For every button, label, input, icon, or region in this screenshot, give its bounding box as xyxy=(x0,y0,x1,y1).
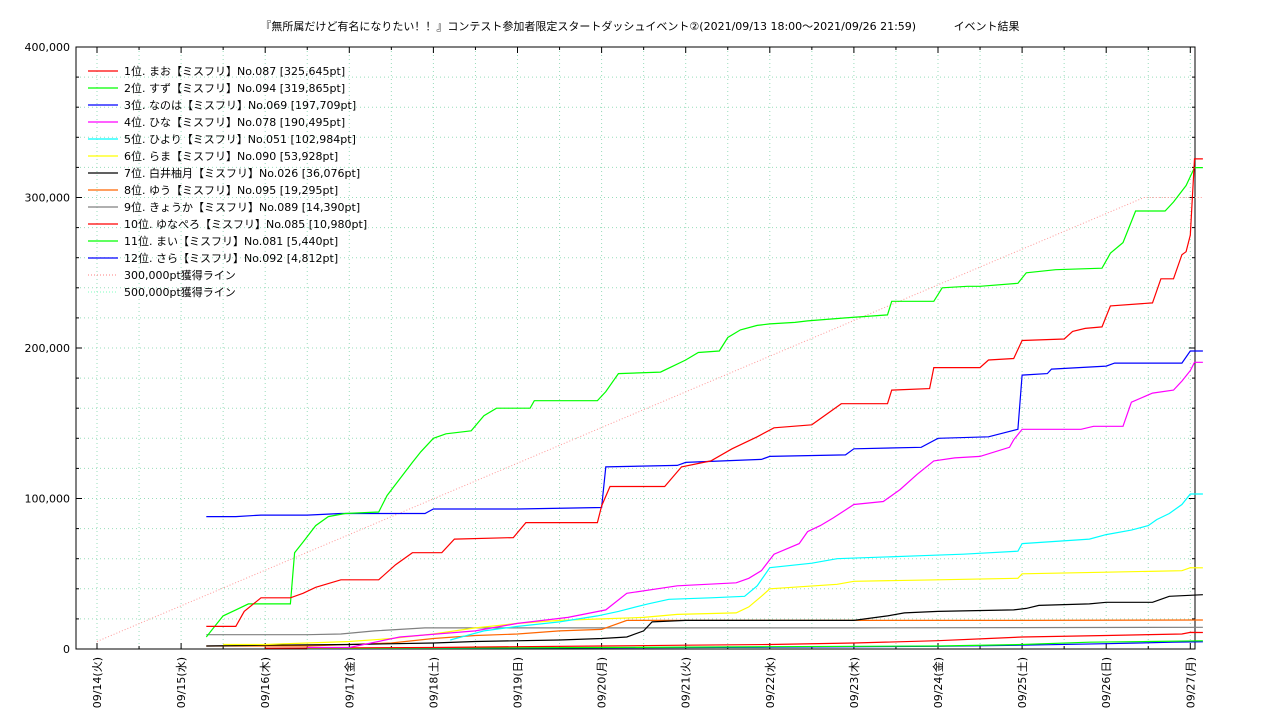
legend-label: 8位. ゆう【ミスフリ】No.095 [19,295pt] xyxy=(124,183,338,197)
legend-label: 3位. なのは【ミスフリ】No.069 [197,709pt] xyxy=(124,98,356,112)
x-tick-label: 09/14(火) xyxy=(91,657,104,708)
series-line-2 xyxy=(205,167,1203,638)
x-tick-label: 09/16(木) xyxy=(259,657,272,708)
legend-label: 2位. すず【ミスフリ】No.094 [319,865pt] xyxy=(124,81,345,95)
legend: 1位. まお【ミスフリ】No.087 [325,645pt] 2位. すず【ミスフ… xyxy=(88,64,367,299)
x-tick-label: 09/22(水) xyxy=(764,657,777,708)
series-line-7 xyxy=(206,594,1203,647)
series-line-10 xyxy=(265,631,1203,649)
legend-label: 500,000pt獲得ライン xyxy=(124,286,236,299)
series-line-3 xyxy=(206,350,1203,518)
legend-label: 1位. まお【ミスフリ】No.087 [325,645pt] xyxy=(124,64,345,78)
x-tick-label: 09/24(金) xyxy=(931,657,945,708)
y-tick-label: 0 xyxy=(63,643,70,656)
series-line-4 xyxy=(307,361,1203,649)
x-tick-label: 09/27(月) xyxy=(1184,657,1197,708)
x-tick-label: 09/20(月) xyxy=(596,657,609,708)
x-tick-label: 09/25(土) xyxy=(1016,657,1029,708)
x-tick-label: 09/26(日) xyxy=(1100,657,1113,708)
series-line-13 xyxy=(96,197,1203,642)
legend-label: 4位. ひな【ミスフリ】No.078 [190,495pt] xyxy=(124,115,345,129)
x-tick-label: 09/15(水) xyxy=(175,657,188,708)
legend-label: 5位. ひより【ミスフリ】No.051 [102,984pt] xyxy=(124,132,356,146)
legend-label: 12位. さら【ミスフリ】No.092 [4,812pt] xyxy=(124,251,338,265)
x-tick-label: 09/18(土) xyxy=(427,657,440,708)
legend-label: 7位. 白井柚月【ミスフリ】No.026 [36,076pt] xyxy=(124,166,360,180)
legend-label: 10位. ゆなぺろ【ミスフリ】No.085 [10,980pt] xyxy=(124,217,367,231)
chart-title-main: 『無所属だけど有名になりたい！！』コンテスト参加者限定スタートダッシュイベント②… xyxy=(260,19,916,33)
series-line-11 xyxy=(307,640,1203,650)
x-tick-label: 09/21(火) xyxy=(680,657,693,708)
y-tick-label: 400,000 xyxy=(25,41,71,54)
chart-subtitle: イベント結果 xyxy=(954,19,1020,33)
legend-label: 9位. きょうか【ミスフリ】No.089 [14,390pt] xyxy=(124,200,360,214)
series-line-1 xyxy=(206,158,1203,628)
y-tick-label: 200,000 xyxy=(25,342,71,355)
x-tick-label: 09/17(金) xyxy=(342,657,356,708)
y-tick-label: 100,000 xyxy=(25,493,71,506)
legend-label: 11位. まい【ミスフリ】No.081 [5,440pt] xyxy=(124,234,338,248)
series-line-9 xyxy=(206,626,1203,636)
x-tick-label: 09/23(木) xyxy=(848,657,861,708)
series-layer xyxy=(96,158,1203,650)
x-tick-label: 09/19(日) xyxy=(512,657,525,708)
series-line-5 xyxy=(450,493,1203,641)
y-tick-label: 300,000 xyxy=(25,192,71,205)
legend-label: 6位. らま【ミスフリ】No.090 [53,928pt] xyxy=(124,149,338,163)
axes: 0 100,000 200,000 300,000 400,000 09/14(火) 09/… xyxy=(25,41,1198,708)
chart-title: 『無所属だけど有名になりたい！！』コンテスト参加者限定スタートダッシュイベント②… xyxy=(260,19,1019,33)
legend-label: 300,000pt獲得ライン xyxy=(124,269,236,282)
